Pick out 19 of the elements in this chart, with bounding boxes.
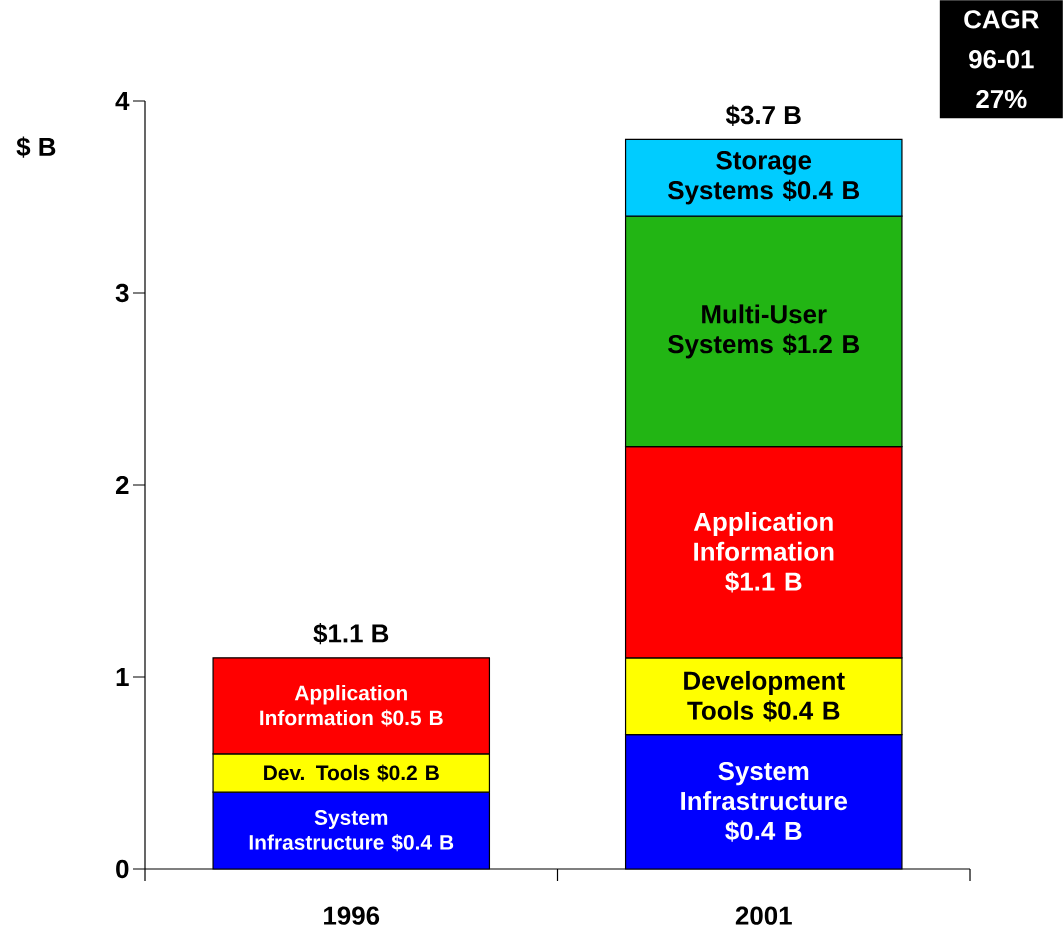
x-tick-label: 1996 <box>324 906 380 925</box>
y-axis-title: $ B <box>16 136 56 158</box>
total-label: $1.1 B <box>313 623 389 645</box>
y-tick-label: 2 <box>115 475 129 495</box>
y-tick-label: 4 <box>115 92 130 110</box>
y-tick-label: 1 <box>116 668 129 686</box>
data-label: System Infrastructure $0.4 B <box>681 761 848 842</box>
data-label: System Infrastructure $0.4 B <box>249 810 454 852</box>
data-label: Dev. Tools $0.2 B <box>264 764 439 782</box>
data-label: Application Information $0.5 B <box>260 684 443 727</box>
x-tick-label: 2001 <box>735 906 792 925</box>
data-label: Multi-User Systems $1.2 B <box>668 304 860 359</box>
data-label: Application Information $1.1 B <box>693 511 834 593</box>
total-label: $3.7 B <box>725 104 801 126</box>
annotation: CAGR 96-01 27% <box>964 10 1039 109</box>
data-label: Storage Systems $0.4 B <box>668 151 860 205</box>
y-tick-label: 0 <box>116 859 129 879</box>
y-tick-label: 3 <box>115 283 129 303</box>
data-label: Development Tools $0.4 B <box>684 670 845 722</box>
